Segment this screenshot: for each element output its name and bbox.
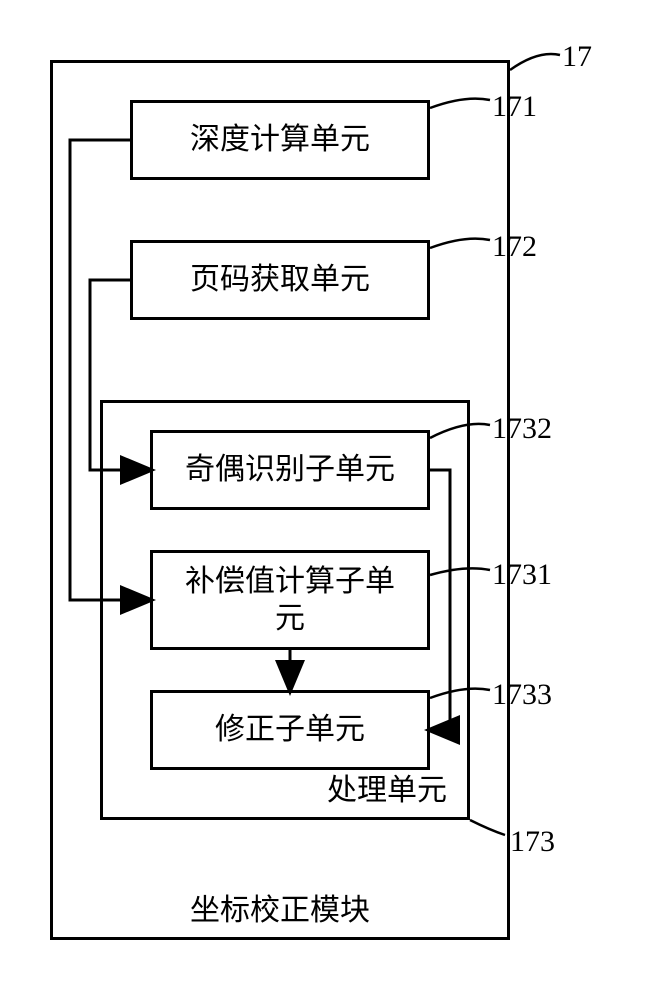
depth-calc-label: 深度计算单元: [190, 121, 370, 159]
processing-unit-label: 处理单元: [327, 765, 447, 809]
outer-module-label: 坐标校正模块: [53, 885, 507, 929]
compensation-label: 补偿值计算子单元: [183, 563, 397, 638]
compensation-subunit: 补偿值计算子单元: [150, 550, 430, 650]
ref-1731: 1731: [492, 558, 552, 592]
ref-17: 17: [562, 40, 592, 74]
leader-17: [510, 54, 560, 70]
page-fetch-label: 页码获取单元: [190, 261, 370, 299]
depth-calc-unit: 深度计算单元: [130, 100, 430, 180]
ref-1732: 1732: [492, 412, 552, 446]
correction-label: 修正子单元: [215, 711, 365, 749]
page-fetch-unit: 页码获取单元: [130, 240, 430, 320]
ref-172: 172: [492, 230, 537, 264]
ref-1733: 1733: [492, 678, 552, 712]
parity-label: 奇偶识别子单元: [185, 451, 395, 489]
ref-173: 173: [510, 825, 555, 859]
correction-subunit: 修正子单元: [150, 690, 430, 770]
parity-subunit: 奇偶识别子单元: [150, 430, 430, 510]
ref-171: 171: [492, 90, 537, 124]
